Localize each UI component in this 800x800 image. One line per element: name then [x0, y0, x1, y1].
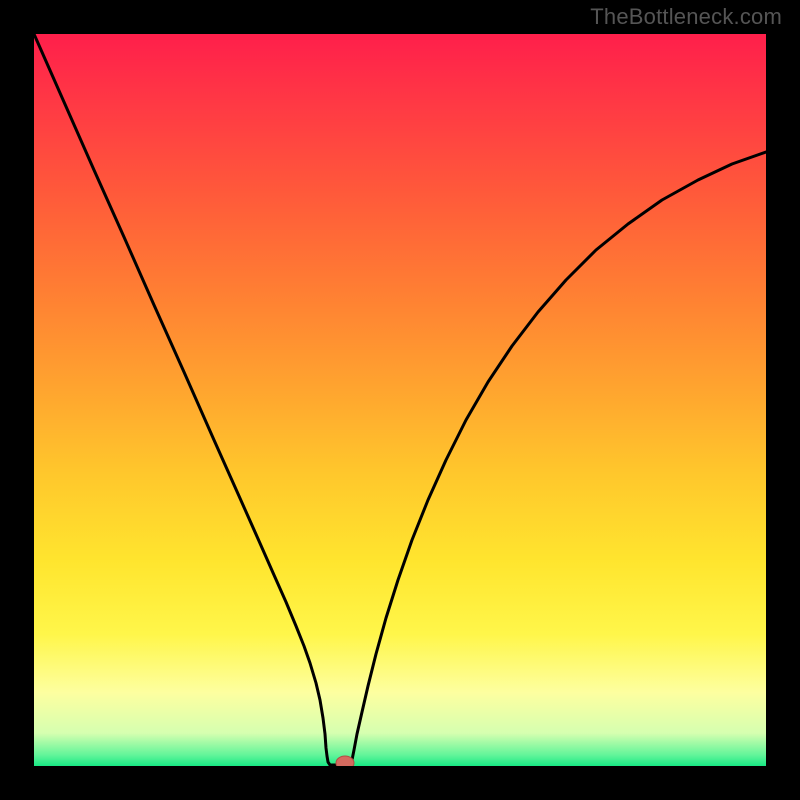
- watermark-text: TheBottleneck.com: [590, 4, 782, 30]
- plot-background: [34, 34, 766, 766]
- frame-border-right: [766, 0, 800, 800]
- chart-frame: TheBottleneck.com: [0, 0, 800, 800]
- gradient-rect: [34, 34, 766, 766]
- frame-border-left: [0, 0, 34, 800]
- frame-border-bottom: [0, 766, 800, 800]
